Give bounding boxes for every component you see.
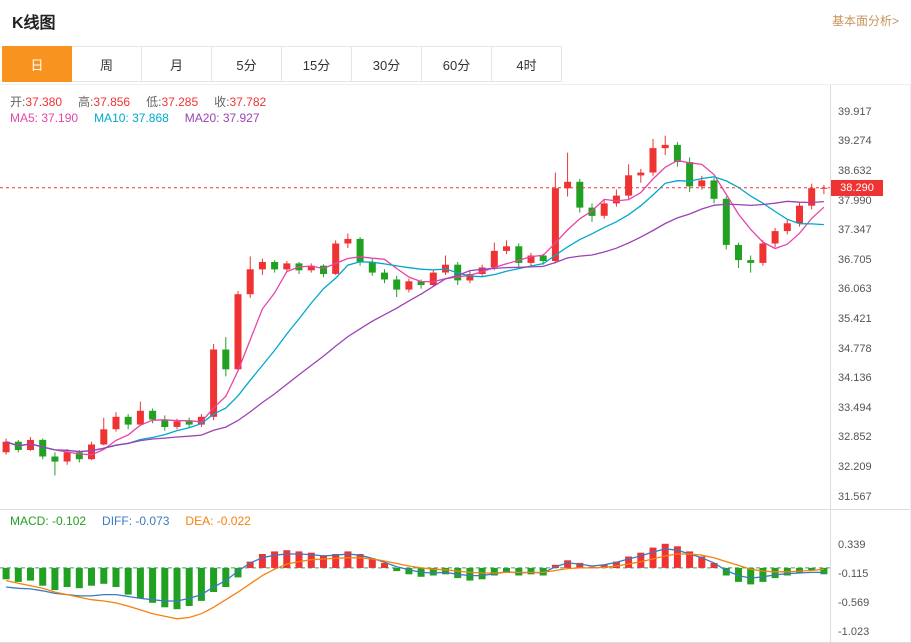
ma5-value: MA5: 37.190 [10, 111, 79, 125]
header: K线图 基本面分析> [0, 0, 911, 44]
candlestick-chart[interactable] [0, 85, 830, 509]
price-axis-label: 38.632 [838, 165, 872, 177]
macd-chart[interactable] [0, 509, 830, 643]
price-axis-label: 39.274 [838, 135, 872, 147]
price-axis-label: 34.778 [838, 343, 872, 355]
tab-label: 30分 [372, 57, 401, 73]
tab-month[interactable]: 月 [142, 46, 212, 82]
dea-value: DEA: -0.022 [185, 514, 251, 528]
tab-4hour[interactable]: 4时 [492, 46, 562, 82]
low-value: 低:37.285 [146, 95, 199, 109]
price-axis-label: 35.421 [838, 313, 872, 325]
price-axis-label: 31.567 [838, 491, 872, 503]
price-axis-label: 36.705 [838, 254, 872, 266]
tab-label: 60分 [442, 57, 471, 73]
price-axis-label: 37.990 [838, 195, 872, 207]
tab-15min[interactable]: 15分 [282, 46, 352, 82]
page-title: K线图 [12, 15, 56, 32]
timeframe-tabs: 日 周 月 5分 15分 30分 60分 4时 [2, 46, 562, 82]
macd-legend: MACD: -0.102 DIFF: -0.073 DEA: -0.022 [10, 514, 251, 528]
tab-label: 周 [99, 57, 113, 73]
tab-week[interactable]: 周 [72, 46, 142, 82]
price-axis-label: 39.917 [838, 106, 872, 118]
tab-label: 5分 [236, 57, 257, 73]
tab-label: 4时 [516, 57, 537, 73]
current-price-tag: 38.290 [831, 180, 883, 196]
ma10-value: MA10: 37.868 [94, 111, 169, 125]
ma-legend: MA5: 37.190 MA10: 37.868 MA20: 37.927 [10, 111, 260, 125]
price-axis: 39.917 39.274 38.632 37.990 37.347 36.705 36.0… [830, 85, 911, 509]
panel-separator [0, 509, 911, 510]
tab-60min[interactable]: 60分 [422, 46, 492, 82]
tab-30min[interactable]: 30分 [352, 46, 422, 82]
price-axis-label: 33.494 [838, 402, 872, 414]
open-value: 开:37.380 [10, 95, 63, 109]
macd-value: MACD: -0.102 [10, 514, 87, 528]
diff-value: DIFF: -0.073 [102, 514, 170, 528]
tab-label: 15分 [302, 57, 331, 73]
close-value: 收:37.782 [214, 95, 267, 109]
price-axis-label: 37.347 [838, 224, 872, 236]
price-axis-label: 32.852 [838, 431, 872, 443]
price-axis-label: 34.136 [838, 372, 872, 384]
tab-day[interactable]: 日 [2, 46, 72, 82]
fundamental-analysis-link[interactable]: 基本面分析> [831, 14, 899, 28]
macd-axis-label: 0.339 [838, 539, 866, 551]
tab-5min[interactable]: 5分 [212, 46, 282, 82]
price-axis-label: 32.209 [838, 461, 872, 473]
chart-area: 开:37.380 高:37.856 低:37.285 收:37.782 MA5:… [0, 84, 911, 643]
macd-axis: 0.339 -0.115 -0.569 -1.023 [830, 509, 911, 642]
price-axis-label: 36.063 [838, 283, 872, 295]
tab-label: 日 [30, 57, 44, 73]
macd-axis-label: -0.569 [838, 597, 870, 609]
ohlc-info: 开:37.380 高:37.856 低:37.285 收:37.782 [10, 93, 266, 110]
high-value: 高:37.856 [78, 95, 131, 109]
macd-axis-label: -1.023 [838, 626, 870, 638]
macd-axis-label: -0.115 [838, 568, 869, 580]
ma20-value: MA20: 37.927 [184, 111, 260, 125]
tab-label: 月 [169, 57, 183, 73]
